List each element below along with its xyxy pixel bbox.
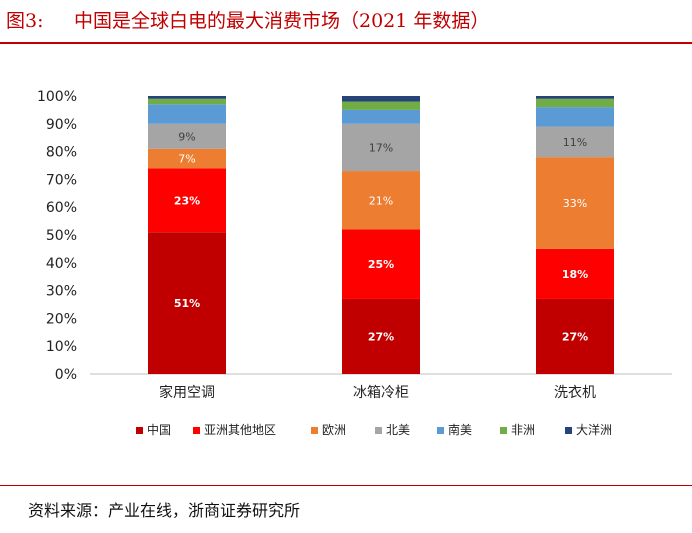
legend-swatch-2 — [193, 427, 200, 434]
bar-segment-3 — [342, 171, 420, 230]
x-category-label: 家用空调 — [159, 384, 215, 401]
bar-segment-6 — [148, 98, 226, 105]
y-tick-label: 0% — [55, 367, 77, 383]
bar-segment-7 — [536, 96, 614, 99]
bar-segment-4 — [148, 123, 226, 149]
y-tick-label: 90% — [46, 117, 77, 133]
y-tick-label: 80% — [46, 145, 77, 161]
legend-label: 北美 — [386, 423, 410, 437]
legend-swatch-5 — [437, 427, 444, 434]
figure-title: 图3: 中国是全球白电的最大消费市场（2021 年数据） — [6, 6, 489, 36]
bar-segment-1 — [536, 298, 614, 374]
figure-title-text: 中国是全球白电的最大消费市场（2021 年数据） — [74, 10, 490, 32]
y-tick-label: 30% — [46, 284, 77, 300]
bar-segment-2 — [148, 168, 226, 233]
legend-swatch-6 — [500, 427, 507, 434]
legend-swatch-7 — [565, 427, 572, 434]
bar-segment-4 — [536, 126, 614, 158]
stacked-bar-chart: 0% 10% 20% 30% 40% 50% 60% 70% 80% 90% 100% 51% 23% 7… — [37, 89, 672, 437]
bar-segment-7 — [342, 96, 420, 102]
data-label: 17% — [369, 141, 393, 154]
data-label: 23% — [174, 194, 200, 207]
y-tick-label: 40% — [46, 256, 77, 272]
bar-segment-6 — [536, 98, 614, 108]
title-divider — [0, 42, 692, 44]
bar-segment-3 — [536, 157, 614, 249]
legend-label: 非洲 — [511, 423, 535, 437]
x-category-label: 洗衣机 — [554, 385, 596, 401]
y-tick-label: 70% — [46, 172, 77, 188]
data-label: 11% — [563, 136, 587, 149]
bar-segment-5 — [342, 109, 420, 124]
bar-segment-5 — [148, 104, 226, 124]
legend-label: 大洋洲 — [576, 422, 612, 437]
source-note: 资料来源：产业在线，浙商证券研究所 — [28, 501, 301, 520]
bar-segment-2 — [342, 229, 420, 299]
data-label: 27% — [562, 330, 588, 343]
bar-segment-2 — [536, 248, 614, 299]
data-label: 7% — [178, 153, 195, 166]
bar-segment-6 — [342, 101, 420, 110]
data-label: 18% — [562, 268, 588, 281]
x-category-label: 冰箱冷柜 — [353, 385, 409, 401]
legend-swatch-3 — [311, 427, 318, 434]
data-label: 25% — [368, 258, 394, 271]
y-tick-label: 10% — [46, 339, 77, 355]
legend-swatch-4 — [375, 427, 382, 434]
bar-segment-3 — [148, 148, 226, 169]
y-tick-label: 100% — [37, 89, 77, 105]
legend-label: 南美 — [448, 422, 472, 437]
data-label: 9% — [178, 130, 195, 143]
bar-segment-7 — [148, 96, 226, 99]
source-divider — [0, 485, 692, 486]
data-label: 27% — [368, 330, 394, 343]
y-tick-label: 20% — [46, 311, 77, 327]
data-label: 21% — [369, 194, 393, 207]
y-tick-label: 60% — [46, 200, 77, 216]
bar-segment-4 — [342, 123, 420, 172]
bar-segment-1 — [148, 232, 226, 374]
y-tick-label: 50% — [46, 228, 77, 244]
figure-number: 图3: — [6, 10, 44, 32]
legend-label: 亚洲其他地区 — [204, 423, 276, 437]
legend-label: 欧洲 — [322, 423, 346, 437]
data-label: 51% — [174, 297, 200, 310]
legend-label: 中国 — [147, 422, 171, 437]
data-label: 33% — [563, 197, 587, 210]
legend-swatch-1 — [136, 427, 143, 434]
bar-segment-5 — [536, 107, 614, 127]
bar-segment-1 — [342, 298, 420, 374]
